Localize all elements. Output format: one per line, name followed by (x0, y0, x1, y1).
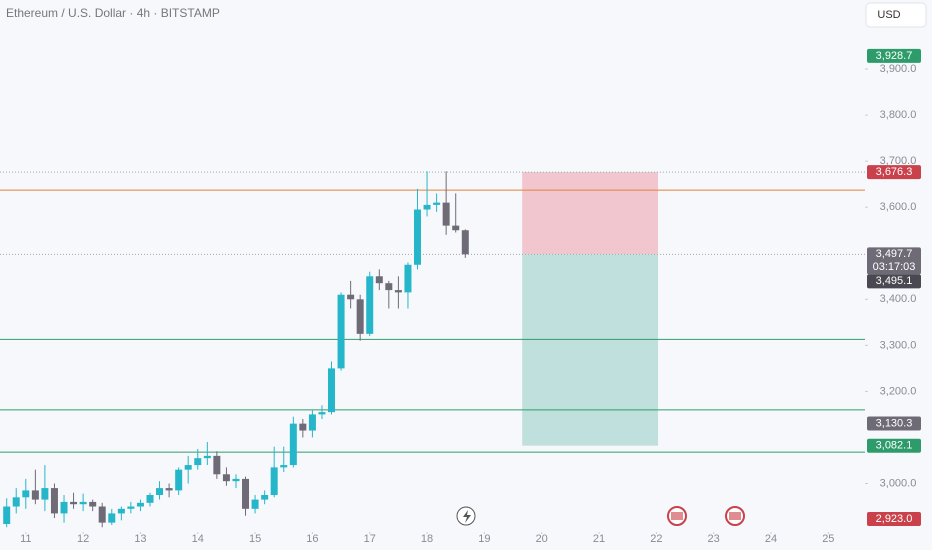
candle-body (270, 467, 278, 496)
candle-body (222, 474, 230, 482)
x-tick-label: 21 (593, 533, 605, 545)
candle-body (423, 204, 431, 210)
x-tick-label: 24 (765, 533, 777, 545)
x-tick-label: 22 (650, 533, 662, 545)
x-tick-label: 18 (421, 533, 433, 545)
price-label-box (867, 438, 921, 453)
candle-body (3, 506, 11, 525)
candle-body (194, 458, 202, 466)
stop-zone (522, 172, 659, 255)
x-tick-label: 20 (536, 533, 548, 545)
candle-body (98, 506, 106, 523)
candle-body (50, 488, 58, 514)
candle-body (60, 501, 68, 514)
candle-body (117, 508, 125, 514)
x-tick-label: 13 (134, 533, 146, 545)
price-label-box (867, 416, 921, 431)
last-price-label: 3,497.7 (876, 248, 913, 260)
plot: 3,000.0 3,200.0 3,300.0 3,400.0 3,600.0 3,700… (0, 63, 916, 545)
x-tick-label: 16 (306, 533, 318, 545)
candle-body (394, 290, 402, 293)
candle-body (89, 501, 97, 507)
y-tick-label: 3,300.0 (880, 339, 917, 351)
candle-body (146, 495, 154, 503)
x-tick-label: 19 (478, 533, 490, 545)
y-tick-label: 3,600.0 (880, 201, 917, 213)
y-tick-label: 3,700.0 (880, 155, 917, 167)
flag-glyph (729, 512, 741, 520)
y-tick-label: 3,000.0 (880, 477, 917, 489)
candle-body (156, 488, 164, 496)
currency-button[interactable] (865, 2, 927, 28)
y-tick-label: 3,900.0 (880, 63, 917, 75)
y-tick-label: 3,800.0 (880, 109, 917, 121)
candle-body (299, 423, 307, 431)
y-tick-label: 3,400.0 (880, 293, 917, 305)
candle-body (366, 276, 374, 334)
candle-body (136, 502, 144, 507)
y-tick-label: 3,200.0 (880, 385, 917, 397)
price-label: 2,923.0 (876, 513, 913, 525)
candle-body (308, 414, 316, 431)
price-label-box (867, 274, 921, 289)
candle-body (127, 506, 135, 509)
candle-body (22, 490, 30, 498)
candle-body (327, 368, 335, 413)
candle-body (251, 499, 259, 509)
candle-body (404, 264, 412, 293)
price-label-box (867, 511, 921, 526)
candle-body (337, 294, 345, 369)
price-label-box (867, 48, 921, 63)
candle-body (261, 495, 269, 500)
candle-body (175, 469, 183, 491)
candle-body (375, 276, 383, 284)
x-tick-label: 15 (249, 533, 261, 545)
flag-glyph (671, 512, 683, 520)
candle-body (79, 501, 87, 505)
candle-body (12, 497, 20, 507)
event-icons (456, 506, 745, 526)
candle-body (442, 202, 450, 226)
candle-body (318, 412, 326, 415)
last-price-box (867, 247, 921, 275)
chart-title: Ethereum / U.S. Dollar · 4h · BITSTAMP (6, 6, 220, 20)
candle-body (108, 513, 116, 523)
candle-body (213, 455, 221, 475)
candle-body (31, 490, 39, 500)
price-label: 3,130.3 (876, 417, 913, 429)
candle-body (289, 423, 297, 466)
lightning-glyph (463, 510, 471, 523)
candle-body (165, 488, 173, 491)
x-tick-label: 12 (77, 533, 89, 545)
x-tick-label: 23 (708, 533, 720, 545)
candle-body (433, 202, 441, 205)
x-tick-label: 25 (822, 533, 834, 545)
candle-body (461, 230, 469, 255)
candle-body (452, 225, 460, 231)
price-label-box (867, 165, 921, 180)
price-label: 3,495.1 (876, 275, 913, 287)
candle-body (385, 283, 393, 291)
x-tick-label: 17 (364, 533, 376, 545)
currency-label: USD (877, 9, 900, 21)
price-label: 3,928.7 (876, 50, 913, 62)
x-tick-label: 14 (192, 533, 204, 545)
countdown-label: 03:17:03 (873, 261, 916, 273)
x-tick-label: 11 (20, 533, 31, 545)
candle-body (280, 465, 288, 468)
candle-body (356, 299, 364, 334)
target-zone (522, 254, 659, 446)
candle-body (347, 294, 355, 300)
price-label: 3,676.3 (876, 166, 913, 178)
candle-body (41, 488, 49, 500)
price-label: 3,082.1 (876, 440, 913, 452)
candle-body (242, 478, 250, 509)
candle-body (232, 478, 240, 482)
candle-body (203, 455, 211, 459)
candle-body (184, 465, 192, 470)
candle-body (413, 209, 421, 265)
candle-body (70, 501, 78, 505)
